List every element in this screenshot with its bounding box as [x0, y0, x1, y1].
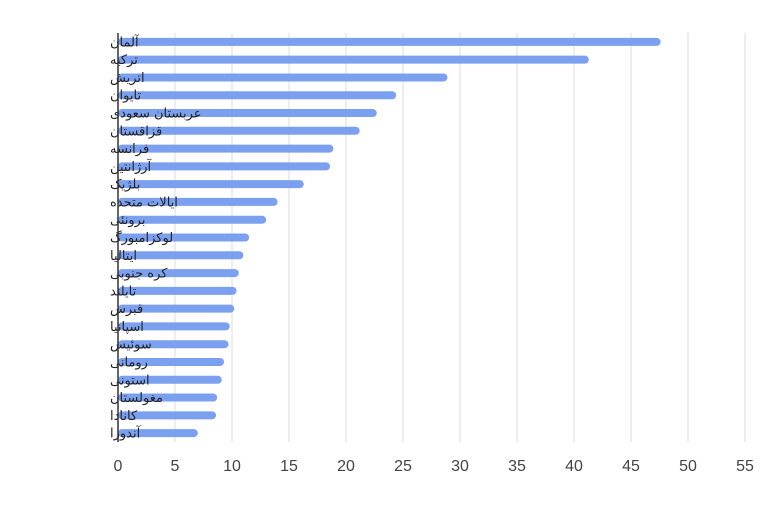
category-label: سوئیس [110, 338, 152, 353]
bar-8 [118, 180, 304, 189]
category-label: آندورا [110, 425, 142, 442]
bar-0 [118, 37, 661, 46]
bar-15 [118, 304, 235, 313]
bar-18 [118, 357, 225, 366]
bar-10 [118, 215, 267, 224]
bar-16 [118, 322, 230, 331]
x-tick-label: 15 [280, 458, 298, 475]
category-label: اسپانیا [110, 320, 144, 335]
x-tick-label: 45 [622, 458, 640, 475]
bar-2 [118, 73, 448, 82]
category-label: لوکزامبورگ [110, 229, 173, 246]
category-label: قبرس [110, 302, 143, 317]
x-tick-label: 50 [679, 458, 697, 475]
bar-7 [118, 162, 331, 171]
category-label: کانادا [110, 409, 138, 424]
bar-5 [118, 126, 360, 135]
category-label: استونی [110, 373, 150, 388]
bar-13 [118, 269, 239, 278]
bar-4 [118, 109, 377, 118]
category-label: ایتالیا [110, 249, 137, 264]
category-label: بلژیک [110, 178, 140, 193]
bar-14 [118, 286, 237, 295]
x-tick-label: 25 [394, 458, 412, 475]
x-axis-tick-labels: 0 5 10 15 20 25 30 35 40 45 50 55 [114, 458, 754, 475]
x-tick-label: 10 [223, 458, 241, 475]
category-label: مغولستان [110, 391, 163, 406]
category-label: تایوان [110, 89, 141, 104]
bar-22 [118, 429, 198, 438]
category-label: تایلند [110, 284, 137, 299]
x-tick-label: 0 [114, 458, 123, 475]
x-tick-label: 35 [508, 458, 526, 475]
x-tick-label: 55 [736, 458, 754, 475]
x-tick-label: 30 [451, 458, 469, 475]
bar-6 [118, 144, 334, 153]
bar-9 [118, 197, 278, 206]
x-tick-label: 40 [565, 458, 583, 475]
bar-11 [118, 233, 250, 242]
bar-12 [118, 251, 244, 260]
x-tick-label: 5 [171, 458, 180, 475]
bar-17 [118, 340, 229, 349]
bar-19 [118, 375, 222, 384]
bar-21 [118, 411, 217, 420]
bars [118, 37, 661, 438]
bar-3 [118, 91, 397, 100]
category-label: اتریش [110, 71, 145, 86]
category-label: عربستان سعودی [110, 107, 202, 122]
bar-1 [118, 55, 589, 64]
category-label: قزاقستان [110, 124, 162, 139]
gridlines [174, 33, 746, 442]
category-label: کره جنوبی [110, 267, 168, 282]
x-tick-label: 20 [337, 458, 355, 475]
category-label: آرژانتین [110, 158, 153, 175]
category-label: برونئی [110, 213, 145, 228]
category-label: ترکیه [110, 53, 138, 68]
category-label: ایالات متحده [110, 195, 178, 210]
category-label: رومانی [110, 355, 148, 370]
category-label: آلمان [110, 33, 140, 50]
category-label: فرانسه [110, 142, 149, 157]
bar-20 [118, 393, 218, 402]
